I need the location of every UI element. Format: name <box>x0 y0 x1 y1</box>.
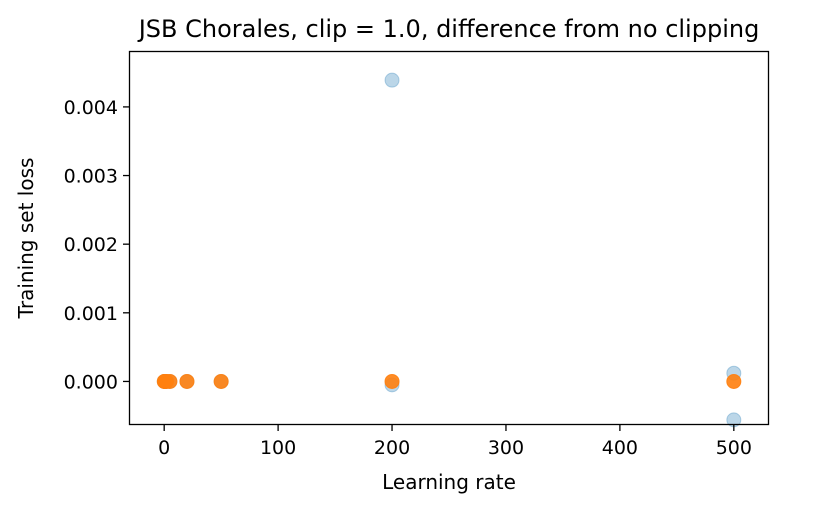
scatter-marks <box>156 72 742 428</box>
y-tick-label: 0.002 <box>64 234 118 256</box>
y-tick-label: 0.003 <box>64 166 118 188</box>
x-axis: 0 100 200 300 400 500 <box>158 424 752 459</box>
y-tick-label: 0.001 <box>64 303 118 325</box>
series-2-point-6 <box>179 373 195 389</box>
y-axis: 0.000 0.001 0.002 0.003 0.004 <box>64 97 130 393</box>
y-tick-label: 0.000 <box>64 371 118 393</box>
plot-frame <box>128 50 770 426</box>
x-tick-label: 100 <box>260 437 296 459</box>
y-axis-label: Training set loss <box>14 158 38 320</box>
series-2-point-5 <box>162 373 178 389</box>
x-tick-label: 400 <box>602 437 638 459</box>
x-tick-label: 300 <box>488 437 524 459</box>
x-axis-label: Learning rate <box>382 470 516 494</box>
y-tick-label: 0.004 <box>64 97 118 119</box>
chart-title: JSB Chorales, clip = 1.0, difference fro… <box>137 15 760 43</box>
x-tick-label: 500 <box>716 437 752 459</box>
x-tick-label: 200 <box>374 437 410 459</box>
series-2-point-9 <box>726 373 742 389</box>
series-1-point-8 <box>384 72 400 88</box>
series-2-point-8 <box>384 373 400 389</box>
series-2-point-7 <box>213 373 229 389</box>
x-tick-label: 0 <box>158 437 170 459</box>
